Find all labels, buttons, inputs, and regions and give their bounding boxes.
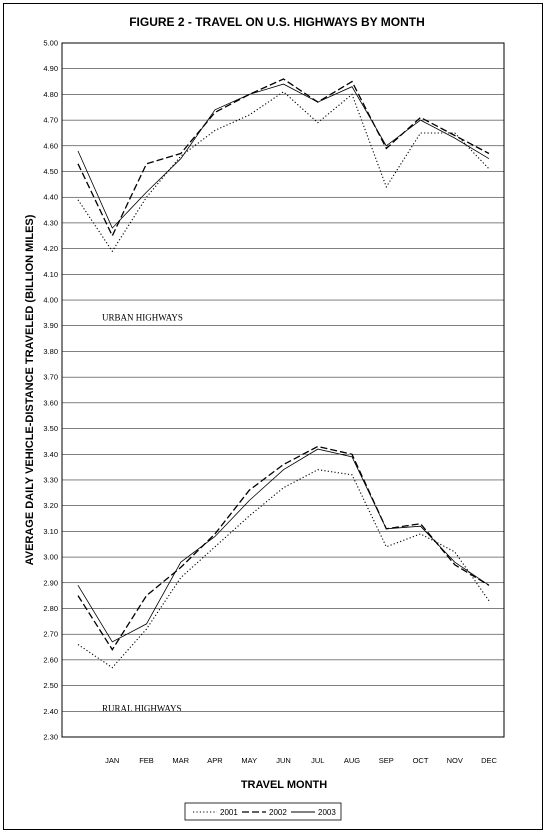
x-tick-label: DEC bbox=[481, 756, 497, 765]
line-chart: FIGURE 2 - TRAVEL ON U.S. HIGHWAYS BY MO… bbox=[24, 15, 505, 821]
legend: 2001 2002 2003 bbox=[193, 808, 336, 817]
chart-title: FIGURE 2 - TRAVEL ON U.S. HIGHWAYS BY MO… bbox=[129, 15, 425, 29]
y-tick-label: 3.50 bbox=[43, 424, 58, 433]
series-line-2002-urban bbox=[77, 78, 490, 238]
y-tick-label: 3.30 bbox=[43, 475, 58, 484]
y-tick-label: 4.40 bbox=[43, 193, 58, 202]
y-tick-labels: 2.30 2.40 2.50 2.60 2.70 2.80 2.90 3.00 3.10 3.20… bbox=[43, 39, 58, 742]
x-tick-label: JUN bbox=[276, 756, 291, 765]
y-tick-label: 5.00 bbox=[43, 39, 58, 48]
annotation-label: URBAN HIGHWAYS bbox=[102, 313, 183, 323]
y-tick-label: 2.80 bbox=[43, 604, 58, 613]
x-tick-label: SEP bbox=[379, 756, 394, 765]
x-tick-label: MAR bbox=[172, 756, 189, 765]
series-line-2003-rural bbox=[77, 448, 490, 643]
y-tick-label: 3.90 bbox=[43, 321, 58, 330]
x-tick-labels: JAN FEB MAR APR MAY JUN JUL AUG SEP OCT NOV DEC bbox=[105, 756, 497, 765]
y-tick-label: 2.40 bbox=[43, 707, 58, 716]
x-tick-label: JUL bbox=[311, 756, 324, 765]
x-axis-label: TRAVEL MONTH bbox=[241, 779, 327, 791]
y-tick-label: 4.50 bbox=[43, 167, 58, 176]
y-tick-label: 2.60 bbox=[43, 655, 58, 664]
y-tick-label: 2.90 bbox=[43, 578, 58, 587]
y-tick-label: 3.00 bbox=[43, 553, 58, 562]
series-lines bbox=[77, 78, 490, 669]
y-tick-label: 3.10 bbox=[43, 527, 58, 536]
y-tick-label: 3.80 bbox=[43, 347, 58, 356]
y-axis-label: AVERAGE DAILY VEHICLE-DISTANCE TRAVELED … bbox=[24, 214, 36, 565]
y-tick-label: 4.90 bbox=[43, 64, 58, 73]
y-tick-label: 4.00 bbox=[43, 296, 58, 305]
x-tick-label: FEB bbox=[139, 756, 154, 765]
series-line-2001-rural bbox=[77, 469, 490, 669]
y-tick-label: 4.10 bbox=[43, 270, 58, 279]
x-tick-label: OCT bbox=[413, 756, 429, 765]
y-tick-label: 4.70 bbox=[43, 116, 58, 125]
annotation-label: RURAL HIGHWAYS bbox=[102, 703, 182, 713]
legend-label-2003: 2003 bbox=[318, 808, 336, 817]
annotations: URBAN HIGHWAYS RURAL HIGHWAYS bbox=[102, 313, 183, 714]
x-tick-label: NOV bbox=[447, 756, 463, 765]
x-tick-label: AUG bbox=[344, 756, 360, 765]
y-tick-label: 3.70 bbox=[43, 373, 58, 382]
y-tick-label: 2.50 bbox=[43, 681, 58, 690]
y-tick-label: 2.30 bbox=[43, 733, 58, 742]
plot-area bbox=[61, 42, 505, 738]
legend-label-2002: 2002 bbox=[269, 808, 287, 817]
figure-frame: FIGURE 2 - TRAVEL ON U.S. HIGHWAYS BY MO… bbox=[3, 3, 543, 830]
y-tick-label: 4.60 bbox=[43, 141, 58, 150]
x-tick-label: APR bbox=[207, 756, 223, 765]
y-tick-label: 4.80 bbox=[43, 90, 58, 99]
y-tick-label: 4.20 bbox=[43, 244, 58, 253]
y-tick-label: 3.20 bbox=[43, 501, 58, 510]
y-tick-label: 2.70 bbox=[43, 630, 58, 639]
y-tick-label: 3.60 bbox=[43, 398, 58, 407]
y-tick-label: 4.30 bbox=[43, 218, 58, 227]
x-tick-label: MAY bbox=[241, 756, 257, 765]
series-line-2002-rural bbox=[77, 445, 490, 651]
gridlines bbox=[62, 42, 504, 738]
y-tick-label: 3.40 bbox=[43, 450, 58, 459]
x-tick-label: JAN bbox=[105, 756, 119, 765]
series-line-2003-urban bbox=[77, 83, 490, 229]
legend-label-2001: 2001 bbox=[220, 808, 238, 817]
